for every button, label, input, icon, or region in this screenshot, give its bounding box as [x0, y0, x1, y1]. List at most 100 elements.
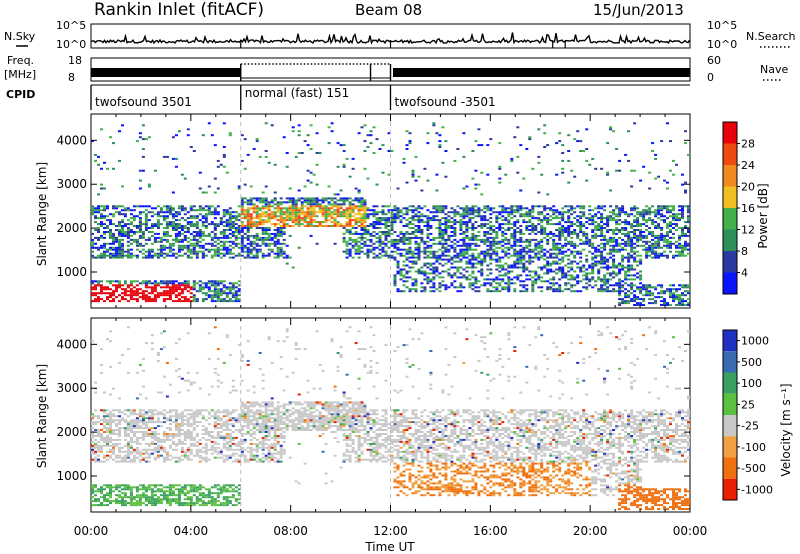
power-cell: [507, 213, 511, 216]
power-cell: [510, 211, 514, 214]
power-cell: [387, 132, 391, 135]
power-cell: [537, 242, 541, 245]
power-cell: [357, 252, 361, 255]
power-cell: [109, 234, 112, 237]
power-cell: [570, 213, 574, 216]
power-cell: [516, 231, 520, 233]
power-cell: [360, 209, 364, 212]
power-cell: [513, 244, 517, 247]
power-cell: [621, 302, 625, 305]
power-cell: [609, 284, 613, 287]
power-cell: [618, 209, 622, 212]
power-cell: [243, 244, 247, 247]
power-cell: [486, 278, 490, 281]
power-cell: [267, 242, 271, 245]
power-cell: [621, 260, 625, 263]
velocity-cell: [106, 429, 109, 431]
power-cell: [192, 284, 196, 287]
power-cell: [393, 215, 397, 218]
power-cell: [645, 219, 649, 222]
power-cell: [198, 236, 202, 239]
power-cell: [109, 236, 112, 239]
power-cell: [642, 211, 646, 214]
power-cell: [150, 227, 154, 229]
power-cell: [531, 223, 535, 226]
power-cell: [561, 290, 565, 293]
power-cell: [552, 256, 556, 259]
power-cell: [654, 286, 658, 289]
power-cell: [627, 244, 631, 247]
power-cell: [657, 244, 661, 247]
power-cell: [573, 211, 577, 214]
power-cell: [327, 213, 331, 216]
power-cell: [303, 211, 307, 214]
power-cell: [660, 234, 664, 237]
power-cell: [501, 211, 505, 214]
power-cell: [306, 179, 310, 182]
power-cell: [492, 240, 496, 243]
power-cell: [201, 292, 205, 295]
velocity-cell: [129, 446, 133, 449]
power-cell: [684, 240, 687, 243]
power-cell: [402, 213, 406, 216]
power-cell: [486, 254, 490, 257]
power-cell: [642, 240, 646, 243]
power-cell: [657, 236, 661, 239]
power-cell: [465, 244, 469, 247]
power-cell: [573, 290, 577, 293]
power-cell: [159, 207, 163, 210]
power-cell: [327, 225, 331, 227]
power-cell: [672, 300, 675, 303]
power-cell: [270, 201, 274, 204]
power-cell: [507, 266, 511, 269]
power-cell: [507, 280, 511, 283]
power-cell: [183, 227, 187, 229]
power-cell: [186, 254, 190, 257]
power-cell: [363, 244, 367, 247]
power-cell: [405, 207, 409, 210]
power-cell: [510, 246, 514, 249]
power-cell: [606, 225, 610, 227]
power-cell: [687, 219, 690, 222]
velocity-cell: [118, 460, 121, 463]
power-cell: [103, 217, 106, 220]
power-cell: [237, 236, 241, 239]
power-cell: [432, 219, 436, 222]
power-cell: [327, 185, 331, 188]
power-cell: [603, 244, 607, 247]
power-cell: [255, 207, 259, 210]
power-cell: [516, 171, 520, 174]
power-cell: [438, 282, 442, 285]
power-cell: [309, 199, 313, 202]
power-cell: [555, 282, 559, 285]
power-cell: [375, 211, 379, 214]
power-cell: [450, 207, 454, 210]
power-cell: [525, 221, 529, 224]
power-cell: [309, 205, 313, 208]
power-cell: [540, 280, 544, 283]
power-cell: [546, 213, 550, 216]
power-cell: [579, 270, 583, 273]
power-cell: [168, 207, 172, 210]
power-cell: [624, 240, 628, 243]
power-cell: [186, 282, 190, 285]
power-cell: [144, 296, 148, 299]
power-cell: [435, 270, 439, 273]
power-cell: [624, 278, 628, 281]
power-cell: [423, 252, 427, 255]
power-cell: [426, 272, 430, 275]
power-cell: [414, 260, 418, 263]
power-cell: [672, 284, 675, 287]
power-cell: [504, 207, 508, 210]
power-cell: [546, 270, 550, 273]
power-cell: [453, 219, 457, 222]
power-cell: [564, 238, 568, 241]
power-cell: [387, 232, 391, 235]
power-cell: [97, 284, 100, 287]
power-cell: [525, 213, 529, 216]
power-cell: [153, 280, 157, 283]
power-cell: [624, 292, 628, 295]
power-cell: [474, 266, 478, 269]
power-cell: [129, 254, 133, 257]
power-cell: [615, 215, 619, 218]
